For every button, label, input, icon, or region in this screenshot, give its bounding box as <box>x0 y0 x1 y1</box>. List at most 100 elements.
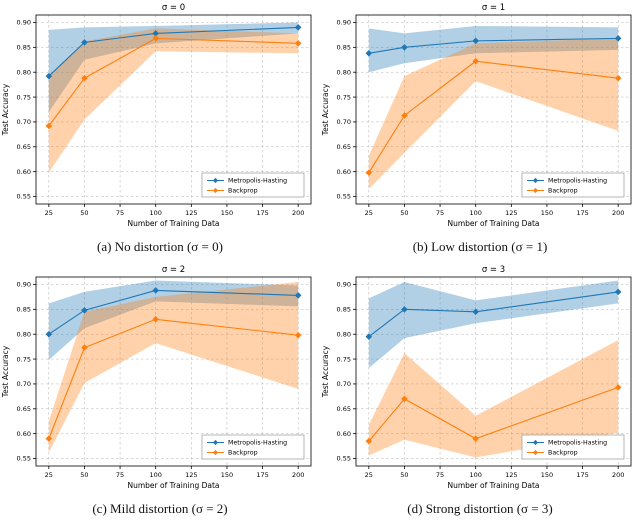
x-axis-label: Number of Training Data <box>447 219 539 228</box>
y-axis-label: Test Accuracy <box>1 83 10 136</box>
legend-marker <box>212 439 219 446</box>
x-tick-label: 150 <box>221 471 233 479</box>
plot-area <box>36 277 311 466</box>
chart-title: σ = 0 <box>162 3 185 13</box>
x-tick-label: 175 <box>256 471 268 479</box>
data-point-marker <box>152 35 160 42</box>
subplot-a: 25 50 75 100 125 150 175 200 0.55 0.60 0.65 0.70 0.7… <box>0 0 320 262</box>
subplot-caption-b: (b) Low distortion (σ = 1) <box>412 239 548 254</box>
y-tick-label: 0.90 <box>337 281 351 289</box>
subplot-d: 25 50 75 100 125 150 175 200 0.55 0.60 0.65 0.70 0.7… <box>320 262 640 524</box>
data-point-marker <box>365 49 373 57</box>
legend-marker <box>532 187 539 194</box>
confidence-band <box>368 38 619 190</box>
data-point-marker <box>294 24 302 31</box>
x-tick-label: 200 <box>612 209 624 217</box>
y-axis-label: Test Accuracy <box>321 345 330 398</box>
data-point-marker <box>294 331 302 339</box>
chart-sigma-2: 25 50 75 100 125 150 175 200 0.55 0.60 0.65 0.70 0.7… <box>1 265 312 490</box>
y-tick-label: 0.65 <box>17 143 31 151</box>
data-point-marker <box>365 437 373 445</box>
x-tick-label: 200 <box>292 209 304 217</box>
confidence-band <box>48 280 299 361</box>
data-point-marker <box>472 435 480 442</box>
y-tick-label: 0.55 <box>17 193 31 201</box>
y-tick-label: 0.55 <box>17 455 31 463</box>
x-tick-label: 25 <box>365 209 373 217</box>
x-tick-label: 125 <box>185 471 197 479</box>
data-point-marker <box>401 43 408 51</box>
y-tick-label: 0.70 <box>337 118 351 126</box>
x-tick-label: 175 <box>256 209 268 217</box>
legend-marker <box>532 449 539 456</box>
data-point-marker <box>614 74 622 82</box>
confidence-band <box>368 25 619 73</box>
plot-area <box>356 277 631 466</box>
x-axis-label: Number of Training Data <box>127 219 219 228</box>
data-point-marker <box>614 288 622 296</box>
data-point-marker <box>152 287 160 294</box>
chart-title: σ = 3 <box>482 265 505 275</box>
y-tick-label: 0.75 <box>17 355 31 363</box>
data-point-marker <box>81 39 88 46</box>
y-tick-label: 0.85 <box>17 44 31 52</box>
data-point-marker <box>81 344 88 351</box>
series-line <box>368 386 619 442</box>
confidence-band <box>368 280 619 369</box>
y-tick-label: 0.85 <box>337 44 351 52</box>
x-tick-label: 75 <box>116 209 124 217</box>
y-tick-label: 0.65 <box>337 143 351 151</box>
legend-label: Backprop <box>548 188 578 195</box>
data-point-marker <box>472 37 480 45</box>
subplot-c: 25 50 75 100 125 150 175 200 0.55 0.60 0.65 0.70 0.7… <box>0 262 320 524</box>
data-point-marker <box>152 315 160 323</box>
axes-border <box>355 14 632 205</box>
series-line <box>48 289 299 335</box>
x-tick-label: 175 <box>576 209 588 217</box>
y-axis-label: Test Accuracy <box>1 345 10 398</box>
subplot-caption-c: (c) Mild distortion (σ = 2) <box>92 501 228 516</box>
legend-label: Metropolis-Hasting <box>548 440 607 447</box>
series-line <box>48 26 299 77</box>
legend-box <box>201 434 305 460</box>
data-point-marker <box>45 122 53 130</box>
legend-label: Metropolis-Hasting <box>228 178 287 185</box>
y-tick-label: 0.60 <box>17 430 31 438</box>
x-tick-label: 50 <box>80 209 88 217</box>
data-point-marker <box>294 39 302 47</box>
axes-border <box>35 276 312 467</box>
x-axis-label: Number of Training Data <box>447 481 539 490</box>
y-tick-label: 0.60 <box>17 168 31 176</box>
legend-label: Backprop <box>228 188 258 195</box>
chart-sigma-1: 25 50 75 100 125 150 175 200 0.55 0.60 0.65 0.70 0.7… <box>321 3 632 228</box>
y-tick-label: 0.90 <box>17 281 31 289</box>
data-point-marker <box>81 306 88 314</box>
y-tick-label: 0.75 <box>337 93 351 101</box>
legend-marker <box>532 439 539 446</box>
y-tick-label: 0.60 <box>337 430 351 438</box>
plot-area <box>36 15 311 204</box>
data-point-marker <box>45 435 53 442</box>
legend-marker <box>532 177 539 184</box>
y-tick-label: 0.70 <box>337 380 351 388</box>
x-tick-label: 100 <box>469 209 481 217</box>
confidence-band <box>48 28 299 173</box>
chart-title: σ = 2 <box>162 265 185 275</box>
y-tick-label: 0.75 <box>17 93 31 101</box>
y-tick-label: 0.80 <box>337 330 351 338</box>
x-tick-label: 50 <box>80 471 88 479</box>
x-tick-label: 175 <box>576 471 588 479</box>
legend-marker <box>212 449 219 456</box>
legend-label: Metropolis-Hasting <box>548 178 607 185</box>
y-tick-label: 0.60 <box>337 168 351 176</box>
x-tick-label: 100 <box>149 209 161 217</box>
data-point-marker <box>401 112 408 119</box>
legend-marker <box>212 187 219 194</box>
y-tick-label: 0.80 <box>17 68 31 76</box>
x-tick-label: 125 <box>505 471 517 479</box>
data-point-marker <box>365 169 373 177</box>
data-point-marker <box>472 308 480 316</box>
data-point-marker <box>401 305 408 313</box>
x-tick-label: 75 <box>436 471 444 479</box>
y-tick-label: 0.55 <box>337 455 351 463</box>
